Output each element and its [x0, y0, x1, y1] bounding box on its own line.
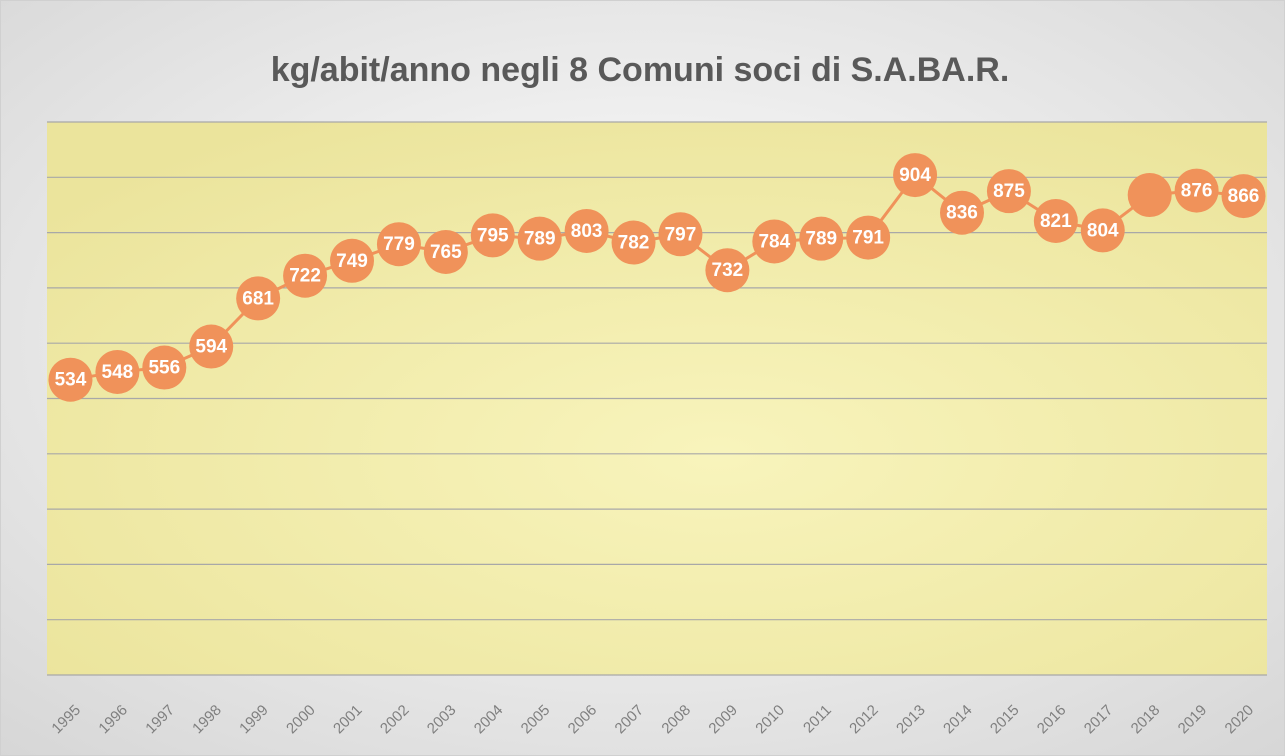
marker — [95, 349, 140, 394]
data-label: 866 — [1228, 186, 1260, 207]
data-label: 803 — [571, 221, 603, 242]
marker — [986, 169, 1031, 214]
data-label: 782 — [618, 233, 650, 254]
data-label: 789 — [524, 229, 556, 250]
chart-title: kg/abit/anno negli 8 Comuni soci di S.A.… — [271, 51, 1010, 89]
marker — [1033, 198, 1078, 243]
marker — [517, 216, 562, 261]
data-label: 904 — [899, 165, 931, 186]
data-label: 795 — [477, 225, 509, 246]
marker — [799, 216, 844, 261]
marker — [893, 153, 938, 198]
data-label: 797 — [665, 224, 697, 245]
data-label: 548 — [102, 362, 134, 383]
data-label: 594 — [195, 337, 227, 358]
marker — [611, 220, 656, 265]
marker — [1080, 208, 1125, 253]
marker — [1127, 172, 1172, 217]
data-label: 821 — [1040, 211, 1072, 232]
marker — [846, 215, 891, 260]
marker — [189, 324, 234, 369]
data-label: 765 — [430, 242, 462, 263]
data-label: 556 — [148, 358, 180, 379]
marker — [48, 357, 93, 402]
marker — [658, 212, 703, 257]
marker — [470, 213, 515, 258]
marker — [236, 276, 281, 321]
marker — [283, 253, 328, 298]
data-label: 534 — [55, 370, 87, 391]
marker — [1221, 174, 1266, 219]
marker — [752, 219, 797, 264]
data-label: 836 — [946, 203, 978, 224]
data-label: 749 — [336, 251, 368, 272]
data-label: 804 — [1087, 220, 1119, 241]
data-label: 789 — [805, 229, 837, 250]
marker — [423, 229, 468, 274]
marker — [330, 238, 374, 283]
data-label: 681 — [242, 288, 274, 309]
marker — [142, 345, 187, 390]
data-label: 875 — [993, 181, 1025, 202]
marker — [564, 208, 609, 253]
marker — [940, 190, 984, 235]
data-label: 722 — [289, 266, 321, 287]
data-label: 779 — [383, 234, 415, 255]
marker — [705, 248, 750, 293]
marker — [376, 222, 421, 267]
data-label: 732 — [712, 260, 744, 281]
data-label: 876 — [1181, 181, 1213, 202]
data-label: 784 — [758, 231, 790, 252]
marker — [1174, 168, 1219, 213]
data-label: 791 — [852, 228, 884, 249]
